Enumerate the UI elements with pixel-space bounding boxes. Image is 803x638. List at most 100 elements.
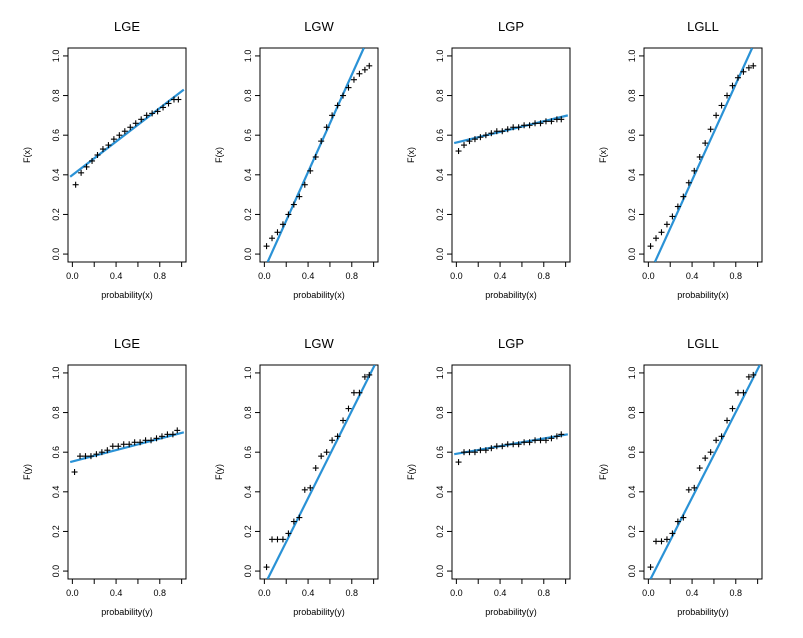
data-point [116,132,123,139]
x-axis-label: probability(x) [293,290,345,300]
data-point [647,564,654,571]
panel-2: LGW 0.0 0.4 0.8 0.0 0.2 0.4 0.6 0.8 1.0 probabilit… [214,19,379,300]
y-tick-label: 0.6 [627,446,637,459]
y-axis-label: F(x) [214,147,224,163]
fitted-line [649,365,761,579]
data-point [263,243,270,250]
data-point [653,538,660,545]
y-tick-label: 0.4 [51,169,61,182]
data-point [499,128,506,135]
y-tick-label: 0.8 [627,89,637,102]
x-tick-label: 0.0 [642,271,655,281]
data-point [329,437,336,444]
data-point [466,138,473,145]
data-point [274,229,281,236]
data-point [537,437,544,444]
y-tick-label: 1.0 [243,50,253,63]
data-point [318,138,325,145]
x-tick-label: 0.4 [686,588,699,598]
data-point [750,371,757,378]
x-axis-label: probability(y) [677,607,729,617]
x-axis-label: probability(y) [293,607,345,617]
data-point [164,431,171,438]
data-point [510,441,517,448]
data-point [669,530,676,537]
data-point [285,530,292,537]
data-point [724,92,731,99]
y-tick-label: 0.0 [243,248,253,261]
y-tick-label: 1.0 [243,367,253,380]
data-point [71,469,78,475]
y-tick-label: 0.2 [51,208,61,221]
data-point [109,443,116,450]
data-point [269,536,276,543]
y-axis-label: F(x) [406,147,416,163]
data-point [340,92,347,99]
x-axis-label: probability(x) [485,290,537,300]
data-point [696,153,703,160]
y-tick-label: 0.8 [435,406,445,419]
panel-7: LGP 0.0 0.4 0.8 0.0 0.2 0.4 0.6 0.8 1.0 probabilit… [406,336,571,617]
data-point [504,126,511,133]
x-axis-label: probability(y) [101,607,153,617]
data-point [89,157,96,164]
data-point [669,213,676,220]
data-point [83,163,90,170]
y-tick-label: 0.0 [627,248,637,261]
data-point [93,451,100,458]
plot-area [69,427,185,475]
data-point [269,235,276,242]
data-point [532,437,539,444]
data-point [77,453,84,460]
data-point [477,447,484,454]
data-point [745,373,752,380]
x-tick-label: 0.8 [538,588,551,598]
data-point [296,193,303,200]
data-point [542,437,549,444]
plot-area [263,48,373,262]
y-tick-label: 0.4 [51,486,61,499]
y-tick-label: 0.6 [51,446,61,459]
y-tick-label: 0.6 [435,129,445,142]
data-point [285,211,292,218]
data-point [149,110,156,117]
fitted-line [69,431,185,464]
x-tick-label: 0.0 [66,588,79,598]
data-point [729,405,736,412]
plot-area [69,88,185,188]
data-point [290,201,297,208]
data-point [329,112,336,119]
data-point [312,153,319,160]
data-point [366,62,373,69]
panel-1: LGE 0.0 0.4 0.8 0.0 0.2 0.4 0.6 0.8 1.0 probabilit… [22,19,187,300]
data-point [115,443,122,450]
y-tick-label: 0.4 [627,169,637,182]
data-point [745,64,752,71]
y-tick-label: 0.2 [435,208,445,221]
panel-5: LGE 0.0 0.4 0.8 0.0 0.2 0.4 0.6 0.8 1.0 probabilit… [22,336,187,617]
panel-title: LGLL [687,19,719,34]
x-tick-label: 0.4 [302,271,315,281]
data-point [82,453,89,460]
y-tick-label: 0.4 [243,169,253,182]
data-point [493,128,500,135]
y-tick-label: 0.0 [435,565,445,578]
data-point [526,122,533,129]
data-point [158,433,165,440]
y-axis-label: F(y) [22,464,32,480]
data-point [729,82,736,89]
y-tick-label: 0.4 [627,486,637,499]
panel-title: LGW [304,19,334,34]
y-tick-label: 0.6 [51,129,61,142]
data-point [532,120,539,127]
x-tick-label: 0.0 [66,271,79,281]
data-point [312,465,319,472]
data-point [663,221,670,228]
y-axis-label: F(x) [22,147,32,163]
data-point [515,124,522,131]
data-point [718,433,725,440]
plot-area [647,365,761,579]
data-point [674,518,681,525]
y-axis-label: F(y) [598,464,608,480]
